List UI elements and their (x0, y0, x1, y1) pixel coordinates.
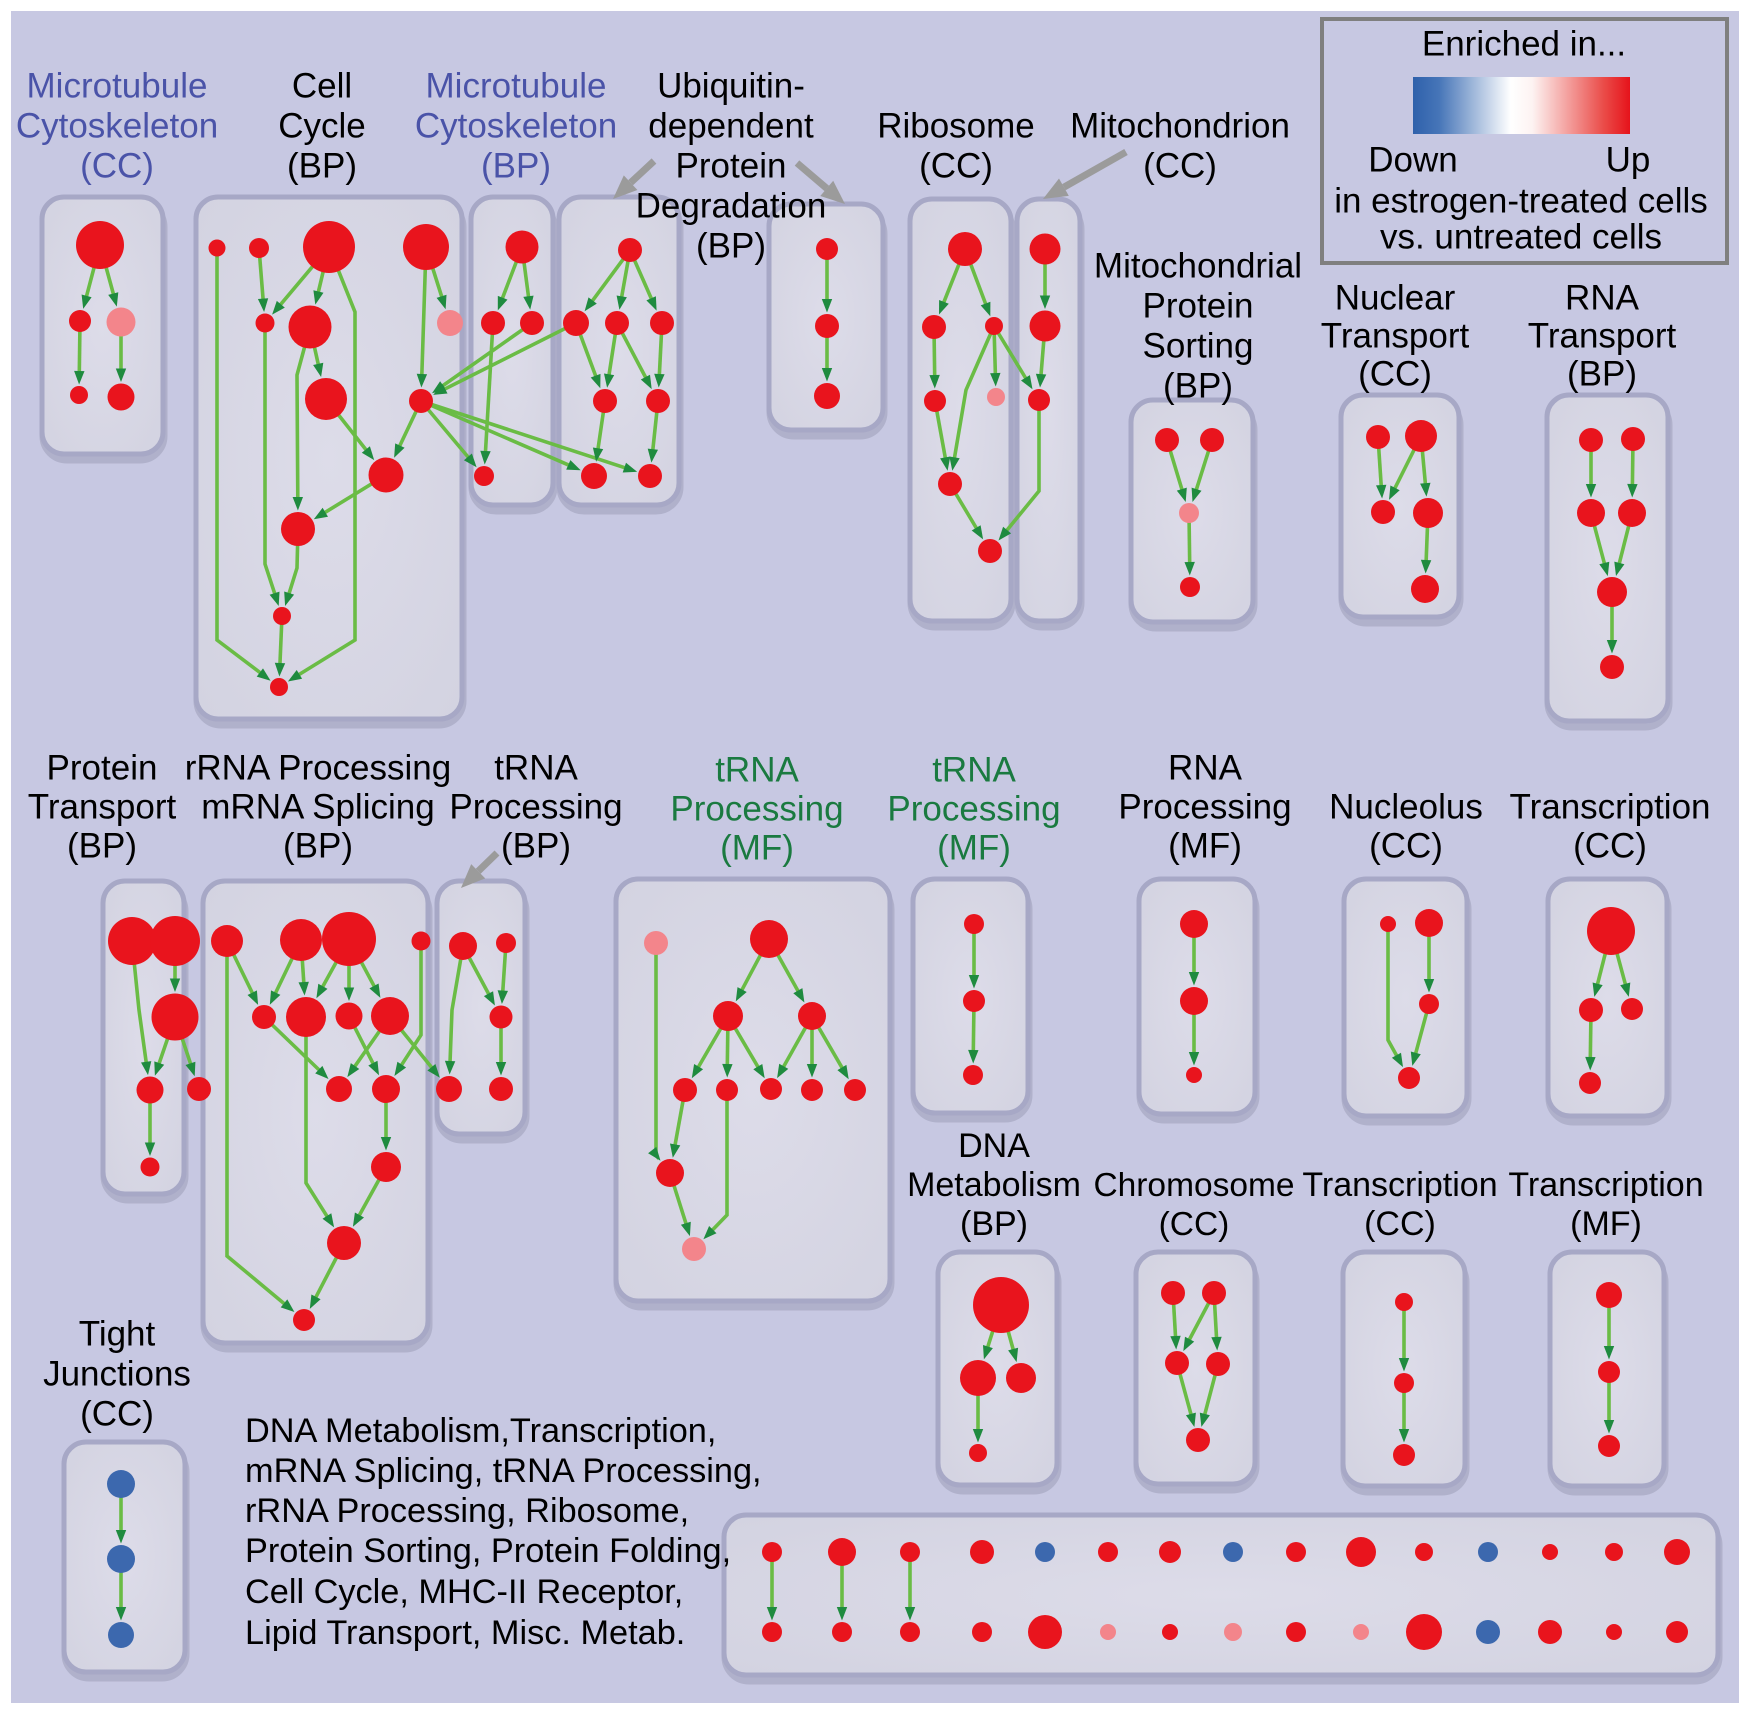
svg-text:tRNA: tRNA (494, 748, 578, 787)
svg-text:(MF): (MF) (937, 828, 1011, 867)
svg-text:(MF): (MF) (1168, 826, 1242, 865)
svg-text:(CC): (CC) (1369, 826, 1443, 865)
svg-text:(CC): (CC) (1573, 826, 1647, 865)
svg-text:Transcription: Transcription (1302, 1166, 1497, 1204)
svg-text:(CC): (CC) (919, 146, 993, 185)
svg-text:Mitochondrion: Mitochondrion (1070, 106, 1290, 145)
svg-text:Cytoskeleton: Cytoskeleton (415, 106, 617, 145)
svg-text:(BP): (BP) (1163, 366, 1233, 405)
svg-text:(BP): (BP) (960, 1205, 1028, 1243)
svg-text:Ribosome: Ribosome (877, 106, 1035, 145)
svg-text:(CC): (CC) (1358, 354, 1432, 393)
svg-text:Cycle: Cycle (278, 106, 366, 145)
svg-text:Protein: Protein (1143, 286, 1254, 325)
svg-text:mRNA Splicing: mRNA Splicing (201, 787, 434, 826)
svg-text:(CC): (CC) (1159, 1206, 1230, 1243)
svg-text:RNA: RNA (1565, 278, 1640, 317)
svg-text:(BP): (BP) (696, 226, 766, 265)
svg-text:Microtubule: Microtubule (27, 66, 208, 105)
svg-text:(MF): (MF) (720, 828, 794, 867)
svg-text:Nuclear: Nuclear (1335, 278, 1456, 317)
svg-text:Transcription: Transcription (1510, 787, 1711, 826)
svg-text:Protein: Protein (676, 146, 787, 185)
svg-text:Transport: Transport (1321, 316, 1470, 355)
svg-text:Lipid Transport, Misc. Metab.: Lipid Transport, Misc. Metab. (245, 1614, 685, 1652)
svg-text:(CC): (CC) (1364, 1205, 1436, 1243)
svg-text:Protein: Protein (47, 748, 158, 787)
svg-text:(MF): (MF) (1570, 1205, 1642, 1243)
svg-text:(CC): (CC) (80, 146, 154, 185)
svg-text:Down: Down (1368, 140, 1457, 179)
svg-text:(BP): (BP) (67, 826, 137, 865)
svg-text:(BP): (BP) (501, 826, 571, 865)
svg-text:Transcription: Transcription (1508, 1166, 1703, 1204)
svg-text:Cytoskeleton: Cytoskeleton (16, 106, 218, 145)
svg-text:Degradation: Degradation (636, 186, 827, 225)
svg-text:rRNA Processing: rRNA Processing (185, 748, 451, 787)
svg-text:in estrogen-treated cells: in estrogen-treated cells (1334, 181, 1708, 220)
svg-text:rRNA Processing, Ribosome,: rRNA Processing, Ribosome, (245, 1492, 689, 1530)
svg-text:Processing: Processing (449, 787, 622, 826)
svg-text:Tight: Tight (79, 1314, 156, 1353)
svg-text:tRNA: tRNA (715, 750, 799, 789)
svg-text:(BP): (BP) (1567, 354, 1637, 393)
svg-text:Processing: Processing (1118, 787, 1291, 826)
svg-text:(BP): (BP) (481, 146, 551, 185)
svg-text:Microtubule: Microtubule (426, 66, 607, 105)
svg-text:Enriched in...: Enriched in... (1422, 24, 1626, 63)
svg-text:Junctions: Junctions (43, 1354, 191, 1393)
svg-text:vs. untreated cells: vs. untreated cells (1380, 217, 1662, 256)
svg-text:DNA: DNA (958, 1127, 1030, 1165)
svg-text:Processing: Processing (887, 789, 1060, 828)
svg-text:RNA: RNA (1168, 748, 1243, 787)
svg-text:tRNA: tRNA (932, 750, 1016, 789)
svg-text:Chromosome: Chromosome (1093, 1167, 1294, 1204)
svg-text:(CC): (CC) (1143, 146, 1217, 185)
svg-text:(BP): (BP) (287, 146, 357, 185)
svg-text:Metabolism: Metabolism (907, 1166, 1081, 1204)
svg-text:Transport: Transport (28, 787, 177, 826)
svg-text:Sorting: Sorting (1143, 326, 1254, 365)
svg-text:Ubiquitin-: Ubiquitin- (657, 66, 805, 105)
svg-text:Processing: Processing (670, 789, 843, 828)
svg-text:Mitochondrial: Mitochondrial (1094, 246, 1302, 285)
svg-text:Up: Up (1606, 140, 1651, 179)
svg-text:Transport: Transport (1528, 316, 1677, 355)
svg-text:dependent: dependent (648, 106, 814, 145)
svg-text:Cell Cycle, MHC-II Receptor,: Cell Cycle, MHC-II Receptor, (245, 1573, 683, 1611)
svg-text:(CC): (CC) (80, 1394, 154, 1433)
svg-text:Nucleolus: Nucleolus (1329, 787, 1483, 826)
svg-text:Protein Sorting, Protein Foldi: Protein Sorting, Protein Folding, (245, 1532, 731, 1570)
svg-text:(BP): (BP) (283, 826, 353, 865)
svg-text:Cell: Cell (292, 66, 352, 105)
svg-text:mRNA Splicing, tRNA Processing: mRNA Splicing, tRNA Processing, (245, 1452, 762, 1490)
svg-text:DNA Metabolism,Transcription,: DNA Metabolism,Transcription, (245, 1412, 716, 1450)
